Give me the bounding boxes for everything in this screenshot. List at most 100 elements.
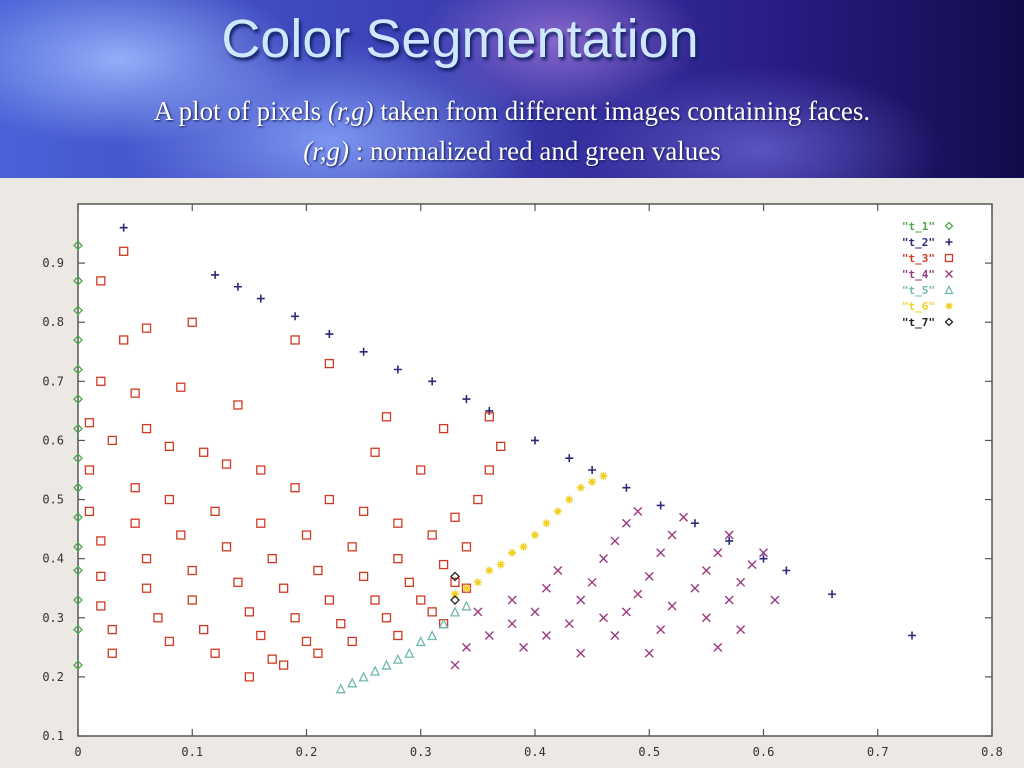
data-point-series-4 [701, 565, 711, 575]
data-point-series-1 [73, 595, 83, 605]
data-point-series-3 [301, 636, 312, 647]
data-point-series-4 [484, 631, 494, 641]
data-point-series-1 [73, 364, 83, 375]
data-point-series-3 [221, 542, 232, 552]
data-point-series-4 [621, 518, 631, 528]
data-point-series-3 [438, 559, 449, 570]
data-point-series-2 [908, 631, 917, 640]
data-point-series-2 [393, 365, 402, 374]
x-tick-label: 0.6 [753, 745, 775, 759]
data-point-series-2 [531, 436, 539, 445]
data-point-series-6 [473, 578, 482, 587]
data-point-series-1 [73, 512, 83, 523]
data-point-series-3 [96, 276, 106, 286]
data-point-series-4 [656, 548, 666, 558]
data-point-series-4 [599, 554, 609, 564]
plot-frame [77, 203, 993, 737]
data-point-series-5 [369, 665, 381, 676]
data-point-series-3 [221, 459, 232, 469]
data-point-series-2 [725, 536, 734, 545]
data-point-series-3 [290, 335, 300, 345]
data-point-series-3 [176, 530, 186, 540]
data-point-series-3 [324, 595, 335, 605]
data-point-series-3 [381, 412, 392, 422]
subtitle-1-pre: A plot of pixels [153, 96, 328, 126]
data-point-series-4 [450, 660, 460, 670]
data-point-series-2 [462, 395, 471, 404]
data-point-series-5 [427, 630, 438, 641]
data-point-series-3 [107, 624, 117, 635]
data-point-series-4 [667, 530, 677, 540]
data-point-series-4 [679, 512, 689, 522]
y-tick-label: 0.2 [42, 670, 64, 684]
data-point-series-3 [141, 323, 152, 333]
data-point-series-3 [119, 246, 129, 256]
data-point-series-3 [336, 619, 346, 629]
data-point-series-3 [370, 447, 380, 457]
subtitle-line-2: (r,g) : normalized red and green values [0, 136, 1024, 167]
data-point-series-5 [381, 659, 392, 670]
data-point-series-3 [347, 636, 357, 647]
data-point-series-4 [724, 530, 734, 540]
data-point-series-3 [290, 613, 300, 623]
data-point-series-4 [473, 607, 483, 617]
x-tick-label: 0.4 [524, 745, 546, 759]
legend-label-6: "t_6" [902, 300, 935, 313]
data-point-series-3 [393, 554, 403, 564]
data-point-series-1 [73, 423, 83, 434]
y-tick-label: 0.1 [42, 729, 64, 743]
y-tick-label: 0.8 [42, 315, 64, 329]
data-point-series-4 [644, 648, 654, 658]
data-point-series-3 [278, 660, 289, 670]
data-point-series-3 [119, 335, 129, 345]
data-point-series-1 [73, 305, 83, 316]
data-point-series-3 [416, 595, 426, 605]
data-point-series-3 [427, 530, 437, 540]
data-point-series-3 [210, 648, 220, 658]
data-point-series-3 [107, 435, 117, 446]
data-point-series-2 [119, 223, 128, 232]
data-point-series-2 [291, 312, 300, 321]
data-point-series-3 [393, 630, 403, 641]
data-point-series-4 [530, 607, 540, 617]
data-point-series-4 [610, 631, 620, 641]
data-point-series-2 [588, 466, 597, 474]
legend-marker-2 [945, 238, 953, 246]
data-point-series-3 [199, 447, 209, 457]
data-point-series-3 [427, 607, 437, 617]
data-point-series-4 [553, 565, 563, 575]
data-point-series-3 [347, 542, 357, 552]
data-point-series-5 [449, 606, 461, 617]
data-point-series-4 [564, 619, 574, 629]
data-point-series-4 [690, 583, 700, 593]
subtitle-line-1: A plot of pixels (r,g) taken from differ… [0, 96, 1024, 127]
legend-marker-7 [944, 317, 954, 327]
data-point-series-2 [759, 554, 768, 563]
data-point-series-6 [542, 519, 551, 528]
x-tick-label: 0.1 [181, 745, 203, 759]
data-point-series-3 [199, 624, 209, 635]
y-tick-label: 0.4 [42, 552, 64, 566]
data-point-series-2 [359, 347, 368, 356]
data-point-series-4 [507, 619, 517, 629]
data-point-series-5 [358, 671, 369, 682]
data-point-series-4 [541, 583, 551, 593]
data-point-series-4 [759, 548, 768, 558]
legend-label-1: "t_1" [902, 220, 935, 233]
data-point-series-2 [428, 377, 437, 386]
slide-background [0, 0, 1024, 180]
data-point-series-4 [713, 548, 723, 558]
data-point-series-3 [233, 400, 243, 410]
data-point-series-4 [541, 631, 551, 641]
x-tick-label: 0.7 [867, 745, 889, 759]
data-point-series-2 [485, 406, 494, 415]
data-point-series-3 [370, 595, 380, 605]
y-tick-label: 0.3 [42, 611, 64, 625]
data-point-series-3 [484, 465, 494, 475]
data-point-series-3 [324, 358, 335, 369]
data-point-series-3 [187, 595, 197, 605]
x-tick-label: 0 [74, 745, 81, 759]
data-point-series-6 [588, 477, 597, 486]
subtitle-1-post: taken from different images containing f… [373, 96, 871, 126]
data-point-series-3 [358, 506, 369, 517]
